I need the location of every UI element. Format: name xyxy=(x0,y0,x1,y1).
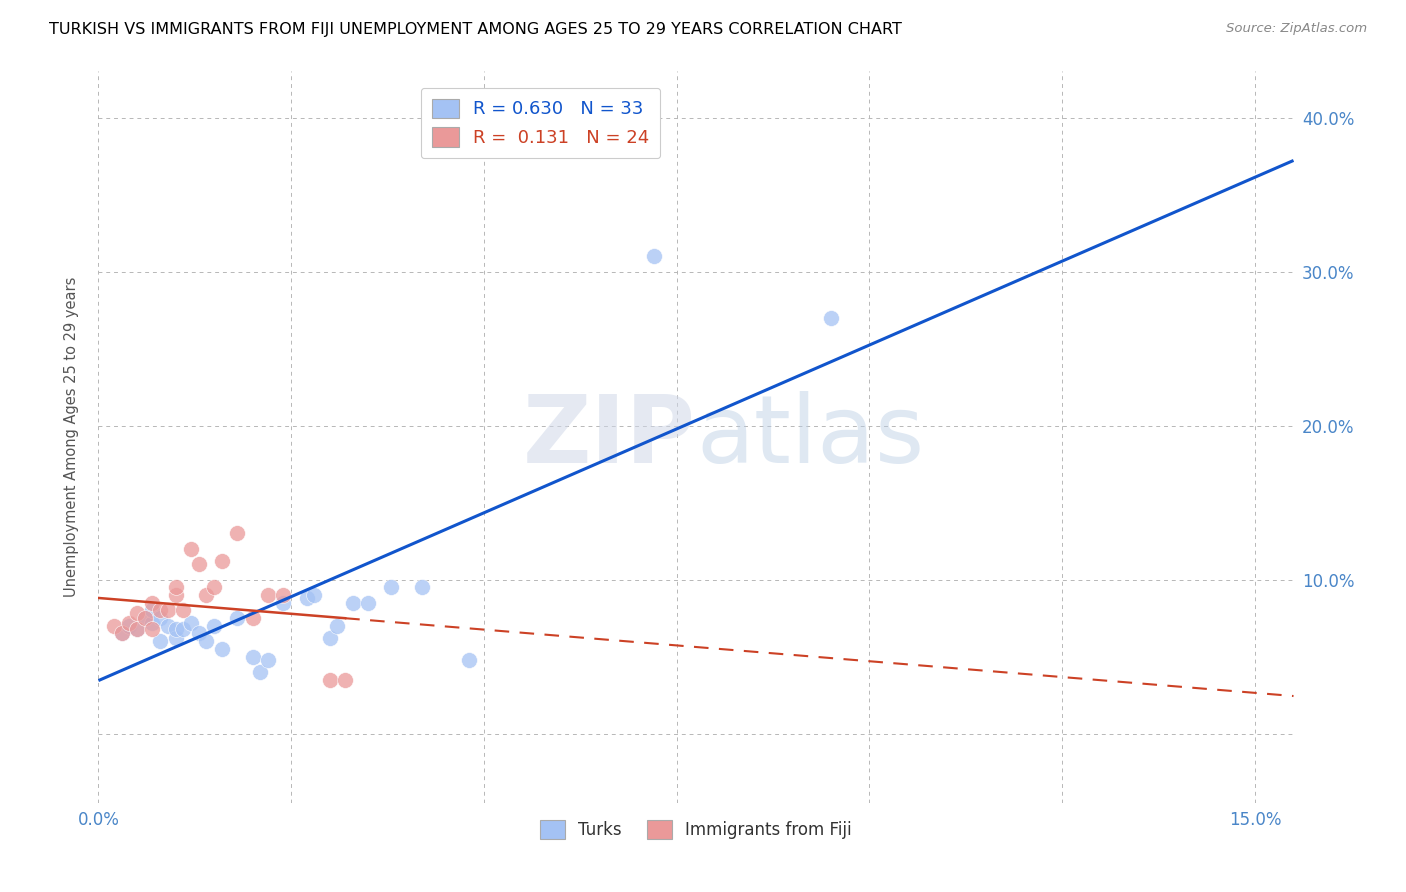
Point xyxy=(172,603,194,617)
Point xyxy=(326,618,349,632)
Point xyxy=(165,588,187,602)
Point xyxy=(195,634,218,648)
Point xyxy=(242,649,264,664)
Point xyxy=(295,591,318,605)
Point xyxy=(125,622,148,636)
Point xyxy=(319,631,342,645)
Point xyxy=(643,249,665,263)
Point xyxy=(380,580,402,594)
Y-axis label: Unemployment Among Ages 25 to 29 years: Unemployment Among Ages 25 to 29 years xyxy=(65,277,79,598)
Point xyxy=(273,596,295,610)
Point xyxy=(149,603,172,617)
Point xyxy=(141,622,163,636)
Point xyxy=(165,622,187,636)
Text: TURKISH VS IMMIGRANTS FROM FIJI UNEMPLOYMENT AMONG AGES 25 TO 29 YEARS CORRELATI: TURKISH VS IMMIGRANTS FROM FIJI UNEMPLOY… xyxy=(49,22,903,37)
Point xyxy=(304,588,326,602)
Point xyxy=(118,615,141,630)
Point xyxy=(319,673,342,687)
Point xyxy=(211,554,233,568)
Point xyxy=(242,611,264,625)
Point xyxy=(202,618,225,632)
Point xyxy=(202,580,225,594)
Point xyxy=(226,526,249,541)
Point xyxy=(457,652,479,666)
Point xyxy=(273,588,295,602)
Point xyxy=(180,615,202,630)
Point xyxy=(149,611,172,625)
Text: atlas: atlas xyxy=(696,391,924,483)
Point xyxy=(165,580,187,594)
Point xyxy=(134,611,156,625)
Point xyxy=(141,615,163,630)
Point xyxy=(187,557,209,571)
Point xyxy=(141,603,163,617)
Point xyxy=(411,580,433,594)
Point xyxy=(226,611,249,625)
Point xyxy=(257,588,280,602)
Point xyxy=(257,652,280,666)
Point xyxy=(172,622,194,636)
Point xyxy=(125,622,148,636)
Point xyxy=(249,665,271,679)
Text: ZIP: ZIP xyxy=(523,391,696,483)
Point xyxy=(110,626,132,640)
Point xyxy=(211,641,233,656)
Legend: Turks, Immigrants from Fiji: Turks, Immigrants from Fiji xyxy=(533,814,859,846)
Point xyxy=(134,611,156,625)
Point xyxy=(187,626,209,640)
Point xyxy=(149,634,172,648)
Point xyxy=(141,596,163,610)
Point xyxy=(820,310,842,325)
Point xyxy=(118,618,141,632)
Point xyxy=(195,588,218,602)
Point xyxy=(180,541,202,556)
Point xyxy=(156,603,179,617)
Point xyxy=(165,631,187,645)
Text: Source: ZipAtlas.com: Source: ZipAtlas.com xyxy=(1226,22,1367,36)
Point xyxy=(333,673,356,687)
Point xyxy=(125,607,148,621)
Point xyxy=(103,618,125,632)
Point xyxy=(110,626,132,640)
Point xyxy=(342,596,364,610)
Point xyxy=(156,618,179,632)
Point xyxy=(357,596,380,610)
